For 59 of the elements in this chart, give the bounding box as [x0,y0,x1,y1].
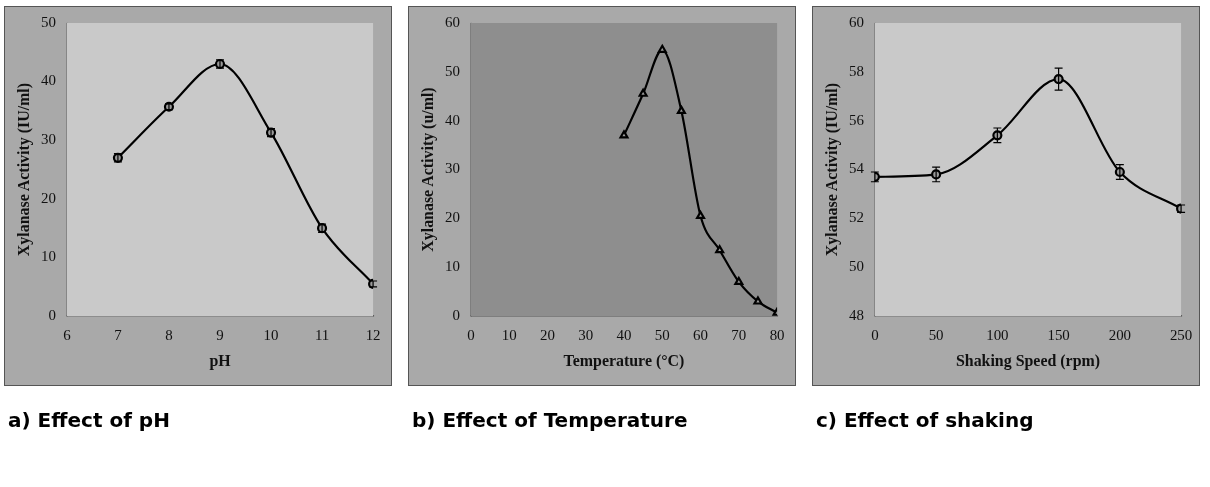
y-tick-label: 10 [41,248,56,265]
x-tick-label: 50 [928,326,944,343]
x-tick-label: 20 [539,326,555,343]
point [734,276,744,286]
y-tick-label: 0 [452,307,460,324]
x-tick-label: 150 [1047,326,1070,343]
y-tick-label: 50 [445,62,460,79]
y-tick-label: 48 [849,307,864,324]
text: a) Effect of pH [8,408,171,432]
y-axis-title: Xylanase Activity (IU/ml) [14,82,33,257]
x-tick-label: 250 [1169,326,1193,343]
point [619,130,629,139]
y-tick-label: 10 [445,258,460,275]
x-tick-label: 70 [731,326,747,343]
x-tick-label: 0 [467,326,475,343]
x-axis-title: Temperature (°C) [563,351,685,370]
x-tick-label: 200 [1108,326,1132,343]
x-tick-label: 9 [216,326,224,343]
y-tick-label: 40 [41,72,56,89]
x-axis-title: pH [209,351,232,370]
y-tick-label: 30 [445,160,460,177]
x-tick-label: 50 [654,326,670,343]
y-tick-label: 20 [41,189,56,206]
text: b) Effect of Temperature [412,408,689,432]
y-tick-label: 58 [849,62,864,79]
x-tick-label: 30 [578,326,594,343]
y-tick-label: 20 [445,209,460,226]
x-tick-label: 8 [165,326,173,343]
y-tick-label: 52 [849,209,864,226]
x-tick-label: 40 [616,326,632,343]
x-tick-label: 6 [63,326,72,343]
y-tick-label: 54 [849,160,865,177]
point [676,105,686,114]
y-tick-label: 50 [41,13,56,30]
x-tick-label: 11 [314,326,330,343]
y-axis-title: Xylanase Activity (u/ml) [418,87,437,252]
point [638,88,648,97]
point [657,44,667,53]
point [695,210,706,220]
x-tick-label: 80 [769,326,785,343]
x-tick-label: 60 [693,326,708,343]
text: c) Effect of shaking [816,408,1035,432]
y-tick-label: 0 [48,307,56,324]
x-tick-label: 7 [114,326,123,343]
x-tick-label: 12 [365,326,381,343]
x-axis-title: Shaking Speed (rpm) [955,351,1101,370]
y-tick-label: 30 [41,131,56,148]
x-tick-label: 10 [263,326,279,343]
y-axis-title: Xylanase Activity (IU/ml) [822,82,841,257]
y-tick-label: 60 [849,13,864,30]
y-tick-label: 40 [445,111,460,128]
x-tick-label: 10 [501,326,517,343]
x-tick-label: 100 [986,326,1009,343]
y-tick-label: 60 [445,13,460,30]
y-tick-label: 56 [849,111,865,128]
y-tick-label: 50 [849,258,864,275]
x-tick-label: 0 [871,326,879,343]
point [753,296,763,305]
point [715,245,725,254]
